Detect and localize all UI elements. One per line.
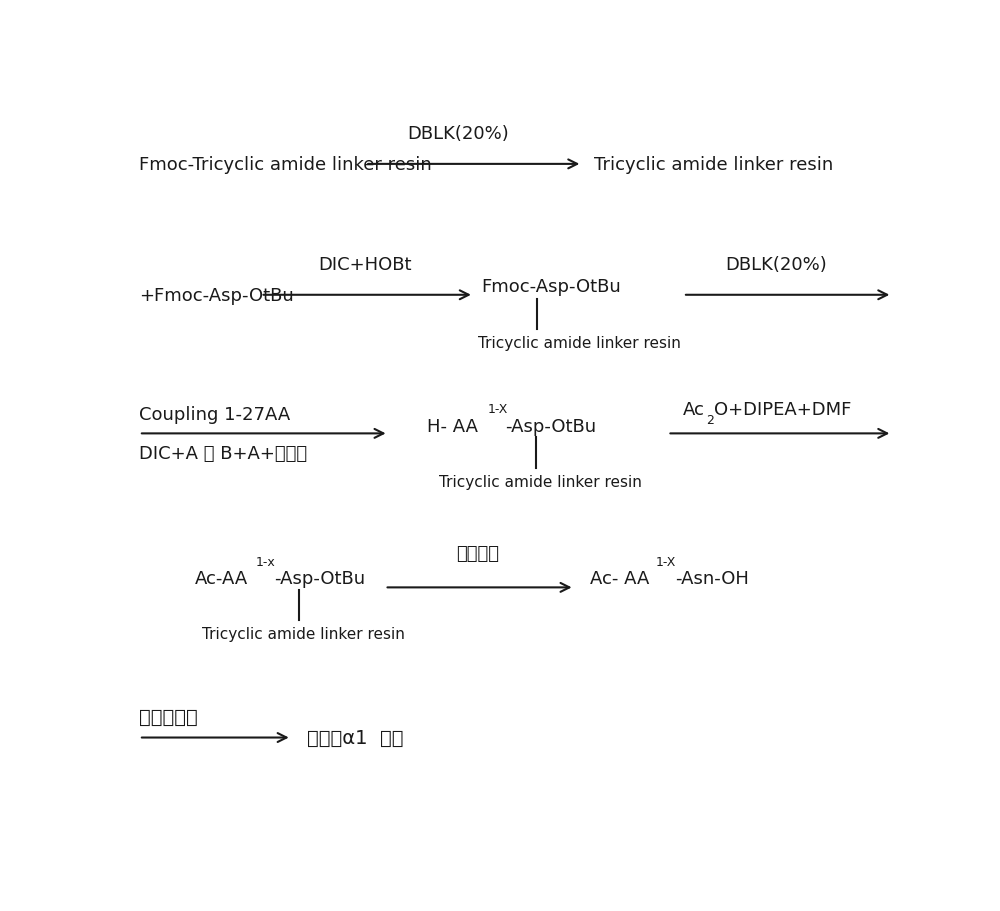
Text: Ac: Ac (683, 400, 705, 418)
Text: DIC+A 或 B+A+有机碱: DIC+A 或 B+A+有机碱 (139, 445, 307, 462)
Text: -Asp-OtBu: -Asp-OtBu (505, 417, 596, 435)
Text: 1-X: 1-X (488, 403, 508, 415)
Text: 1-x: 1-x (255, 556, 275, 568)
Text: Fmoc-Asp-OtBu: Fmoc-Asp-OtBu (482, 277, 621, 295)
Text: Tricyclic amide linker resin: Tricyclic amide linker resin (202, 627, 405, 641)
Text: DIC+HOBt: DIC+HOBt (318, 256, 412, 274)
Text: 1-X: 1-X (656, 556, 676, 568)
Text: 切割试剂: 切割试剂 (456, 545, 499, 562)
Text: 2: 2 (706, 414, 714, 426)
Text: Tricyclic amide linker resin: Tricyclic amide linker resin (478, 335, 680, 351)
Text: Tricyclic amide linker resin: Tricyclic amide linker resin (594, 156, 833, 174)
Text: Fmoc-Tricyclic amide linker resin: Fmoc-Tricyclic amide linker resin (139, 156, 432, 174)
Text: -Asp-OtBu: -Asp-OtBu (274, 569, 365, 588)
Text: Coupling 1-27AA: Coupling 1-27AA (139, 405, 290, 424)
Text: Ac- AA: Ac- AA (590, 569, 649, 588)
Text: Tricyclic amide linker resin: Tricyclic amide linker resin (439, 474, 642, 489)
Text: -Asn-OH: -Asn-OH (675, 569, 749, 588)
Text: O+DIPEA+DMF: O+DIPEA+DMF (714, 400, 851, 418)
Text: 胸腺素α1  精肽: 胸腺素α1 精肽 (307, 728, 404, 747)
Text: +Fmoc-Asp-OtBu: +Fmoc-Asp-OtBu (139, 286, 294, 304)
Text: 纯化、转盐: 纯化、转盐 (139, 707, 198, 726)
Text: Ac-AA: Ac-AA (195, 569, 248, 588)
Text: DBLK(20%): DBLK(20%) (725, 256, 827, 274)
Text: H- AA: H- AA (427, 417, 478, 435)
Text: DBLK(20%): DBLK(20%) (407, 125, 509, 143)
